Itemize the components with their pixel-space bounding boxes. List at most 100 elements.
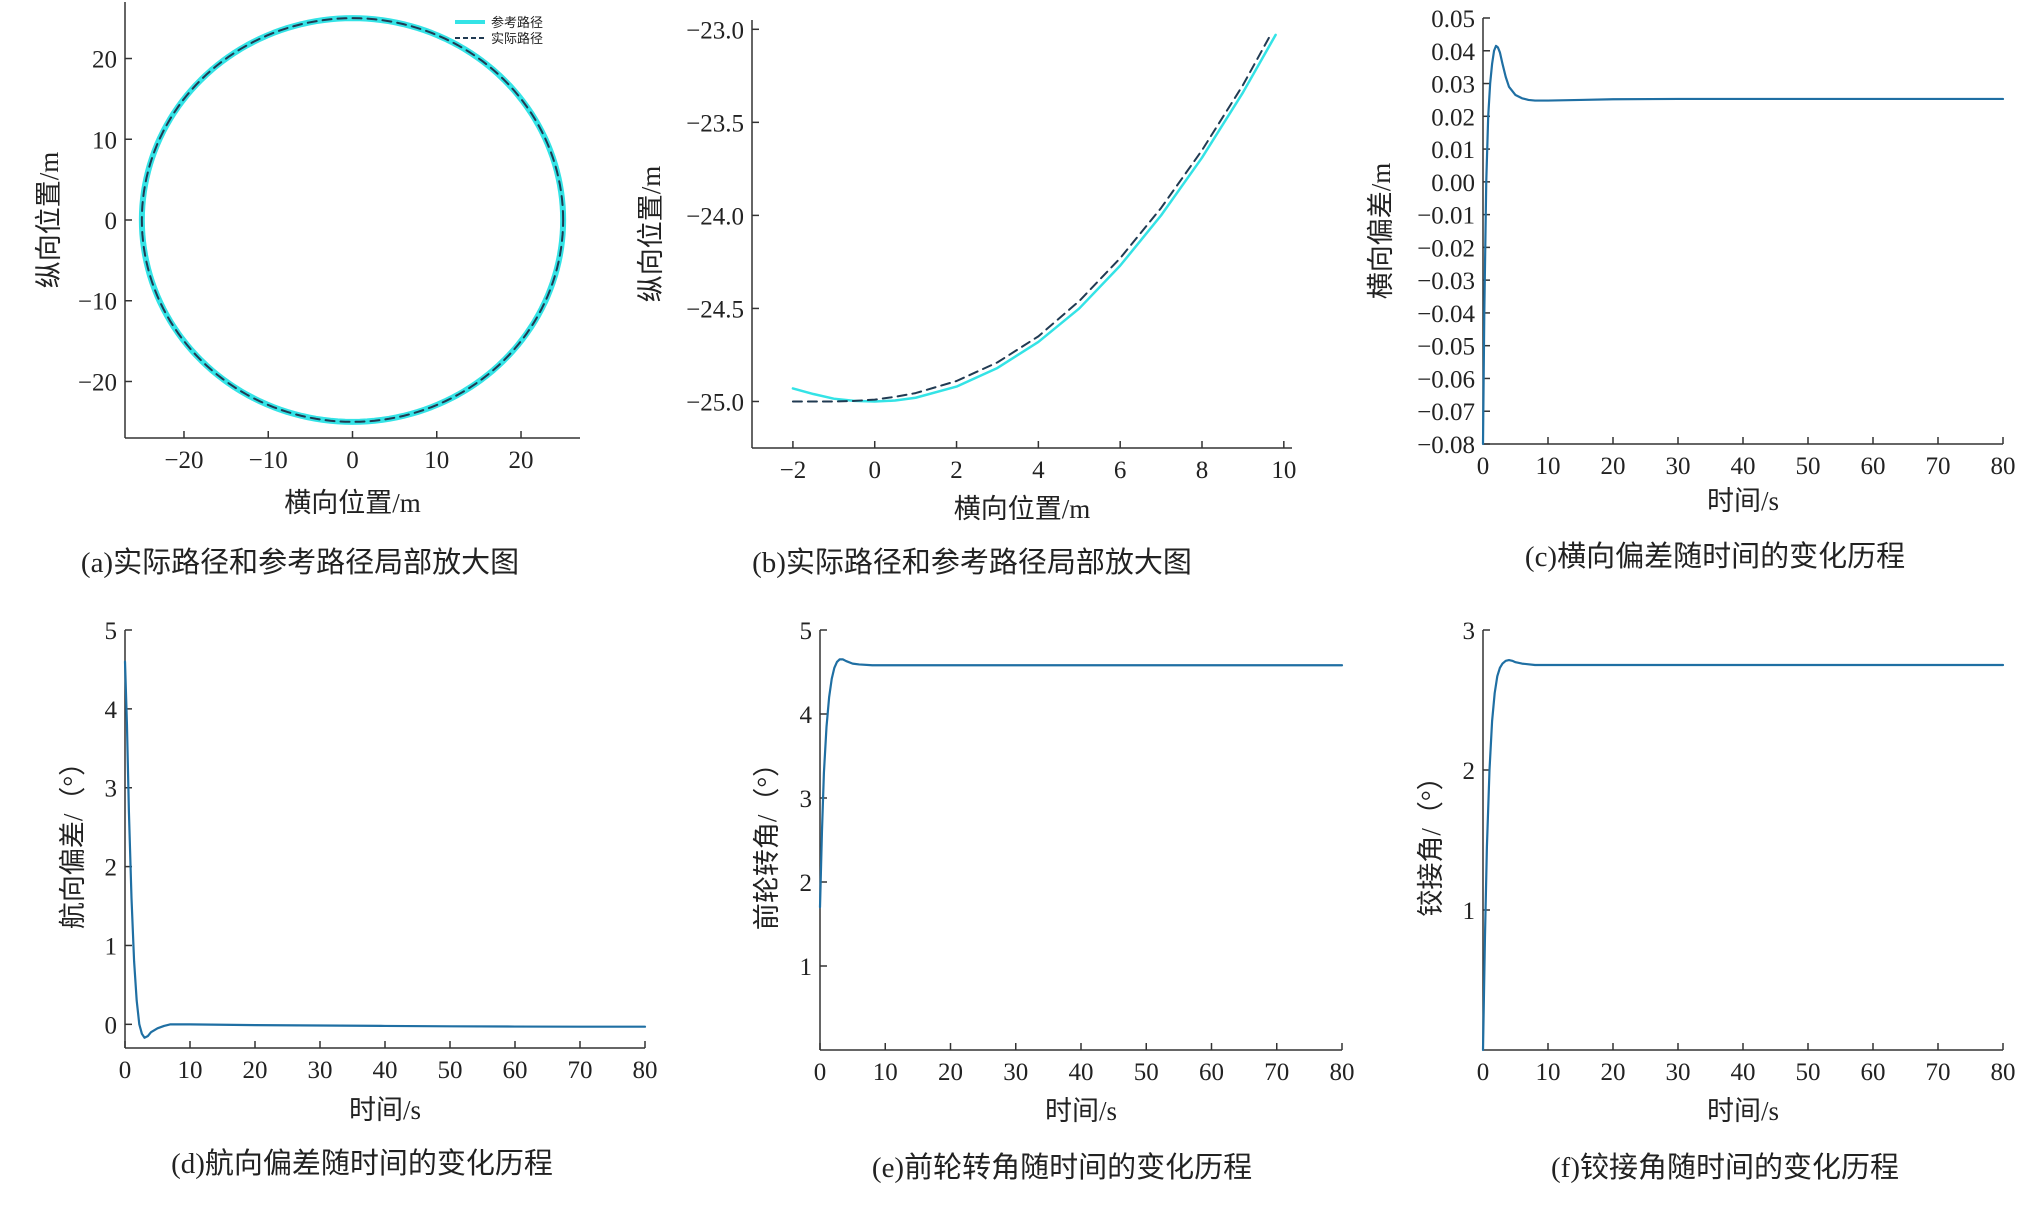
y-tick-label: −0.08 bbox=[1417, 432, 1475, 459]
y-tick-label: −0.04 bbox=[1417, 301, 1475, 328]
x-tick-label: 2 bbox=[950, 457, 963, 484]
x-tick-label: 10 bbox=[1271, 457, 1296, 484]
legend-item: 参考路径 bbox=[491, 15, 543, 30]
series-line-1 bbox=[818, 658, 1344, 909]
x-tick-label: 50 bbox=[1796, 453, 1821, 480]
chart-caption: (d)航向偏差随时间的变化历程 bbox=[171, 1147, 553, 1180]
chart-caption: (b)实际路径和参考路径局部放大图 bbox=[752, 546, 1192, 579]
x-axis-label: 横向位置/m bbox=[954, 494, 1091, 524]
chart-f: 0 10 20 30 40 50 60 70 80 1 2 3 时间/s 铰接角/（°） (f)铰接角随时间… bbox=[1416, 618, 2016, 1184]
y-tick-label: 2 bbox=[105, 855, 118, 882]
x-tick-label: 6 bbox=[1114, 457, 1127, 484]
y-tick-label: −0.03 bbox=[1417, 268, 1475, 295]
x-tick-label: 20 bbox=[509, 447, 534, 474]
x-tick-label: 60 bbox=[503, 1057, 528, 1084]
x-tick-label: 40 bbox=[1731, 453, 1756, 480]
y-axis-label: 航向偏差/（°） bbox=[58, 749, 88, 929]
y-tick-label: 1 bbox=[105, 933, 118, 960]
x-tick-label: 80 bbox=[633, 1057, 658, 1084]
y-tick-label: 5 bbox=[105, 618, 118, 645]
x-tick-label: 10 bbox=[1536, 453, 1561, 480]
x-tick-label: −2 bbox=[780, 457, 807, 484]
x-tick-label: 20 bbox=[1601, 453, 1626, 480]
x-tick-label: 0 bbox=[868, 457, 881, 484]
series-line-2 bbox=[140, 17, 565, 423]
x-tick-label: 70 bbox=[568, 1057, 593, 1084]
x-tick-label: 70 bbox=[1926, 453, 1951, 480]
x-axis-label: 横向位置/m bbox=[284, 488, 421, 518]
y-tick-label: −23.0 bbox=[686, 17, 744, 44]
chart-a: −20 −10 0 10 20 −20 −10 0 10 20 横向位置/m 纵向位置/m (a)实际路… bbox=[34, 2, 580, 579]
x-tick-label: 8 bbox=[1196, 457, 1209, 484]
chart-caption: (a)实际路径和参考路径局部放大图 bbox=[81, 546, 519, 579]
x-tick-label: 70 bbox=[1264, 1059, 1289, 1086]
x-tick-label: 40 bbox=[1731, 1059, 1756, 1086]
y-axis-label: 纵向位置/m bbox=[34, 152, 64, 289]
y-tick-label: 0.05 bbox=[1431, 6, 1475, 33]
x-tick-label: 20 bbox=[243, 1057, 268, 1084]
y-tick-label: 5 bbox=[800, 618, 813, 645]
y-tick-label: 1 bbox=[800, 954, 813, 981]
y-tick-label: −0.01 bbox=[1417, 203, 1475, 230]
chart-c: 0 10 20 30 40 50 60 70 80 0.05 0.04 0.03 0.02 0.01 0.0… bbox=[1366, 6, 2016, 573]
x-tick-label: 10 bbox=[1536, 1059, 1561, 1086]
x-tick-label: 10 bbox=[424, 447, 449, 474]
y-axis-label: 前轮转角/（°） bbox=[752, 750, 782, 930]
y-tick-label: −24.5 bbox=[686, 296, 744, 323]
x-tick-label: 0 bbox=[119, 1057, 132, 1084]
y-tick-label: 0 bbox=[105, 208, 118, 235]
y-tick-label: −24.0 bbox=[686, 203, 744, 230]
x-tick-label: 50 bbox=[1134, 1059, 1159, 1086]
series-line-1 bbox=[123, 660, 647, 1039]
x-tick-label: 80 bbox=[1330, 1059, 1355, 1086]
y-tick-label: 3 bbox=[1463, 618, 1476, 645]
x-tick-label: 0 bbox=[1477, 1059, 1490, 1086]
x-axis-label: 时间/s bbox=[1045, 1096, 1117, 1126]
x-tick-label: 30 bbox=[1666, 1059, 1691, 1086]
x-tick-label: 30 bbox=[308, 1057, 333, 1084]
y-tick-label: 0.02 bbox=[1431, 104, 1475, 131]
x-tick-label: 20 bbox=[1601, 1059, 1626, 1086]
x-tick-label: 40 bbox=[1069, 1059, 1094, 1086]
x-tick-label: 50 bbox=[1796, 1059, 1821, 1086]
y-tick-label: −0.07 bbox=[1417, 399, 1475, 426]
series-line-2 bbox=[791, 32, 1273, 403]
chart-e: 0 10 20 30 40 50 60 70 80 1 2 3 4 5 时间/s 前轮转角/（°） (e)前轮转… bbox=[752, 618, 1355, 1184]
x-tick-label: 30 bbox=[1003, 1059, 1028, 1086]
chart-b: −2 0 2 4 6 8 10 −25.0 −24.5 −24.0 −23.5 −23.0 横向位置/m… bbox=[636, 17, 1296, 579]
x-tick-label: 40 bbox=[373, 1057, 398, 1084]
y-axis-label: 横向偏差/m bbox=[1366, 163, 1396, 300]
y-tick-label: −23.5 bbox=[686, 110, 744, 137]
y-tick-label: 4 bbox=[105, 697, 118, 724]
y-tick-label: 10 bbox=[92, 127, 117, 154]
y-tick-label: 4 bbox=[800, 702, 813, 729]
legend-item: 实际路径 bbox=[491, 31, 543, 46]
y-tick-label: 3 bbox=[105, 776, 118, 803]
y-tick-label: 0.01 bbox=[1431, 137, 1475, 164]
x-tick-label: 60 bbox=[1199, 1059, 1224, 1086]
y-axis-label: 铰接角/（°） bbox=[1416, 763, 1446, 916]
chart-d: 0 10 20 30 40 50 60 70 80 0 1 2 3 4 5 时间/s 航向偏差/（°） (d)航向… bbox=[58, 618, 658, 1180]
y-tick-label: 2 bbox=[1463, 758, 1476, 785]
chart-caption: (f)铰接角随时间的变化历程 bbox=[1551, 1151, 1899, 1184]
series-line-1 bbox=[138, 15, 567, 425]
x-tick-label: 0 bbox=[814, 1059, 827, 1086]
x-tick-label: −20 bbox=[164, 447, 203, 474]
y-tick-label: −10 bbox=[78, 289, 117, 316]
y-tick-label: 3 bbox=[800, 786, 813, 813]
x-tick-label: 0 bbox=[346, 447, 359, 474]
y-tick-label: 2 bbox=[800, 870, 813, 897]
x-axis-label: 时间/s bbox=[1707, 486, 1779, 516]
series-line-1 bbox=[1481, 659, 2005, 1052]
x-tick-label: 70 bbox=[1926, 1059, 1951, 1086]
x-tick-label: 0 bbox=[1477, 453, 1490, 480]
x-tick-label: 50 bbox=[438, 1057, 463, 1084]
y-tick-label: 1 bbox=[1463, 898, 1476, 925]
y-tick-label: −25.0 bbox=[686, 389, 744, 416]
x-axis-label: 时间/s bbox=[1707, 1096, 1779, 1126]
y-tick-label: −20 bbox=[78, 369, 117, 396]
y-tick-label: −0.02 bbox=[1417, 235, 1475, 262]
y-tick-label: 0.00 bbox=[1431, 170, 1475, 197]
